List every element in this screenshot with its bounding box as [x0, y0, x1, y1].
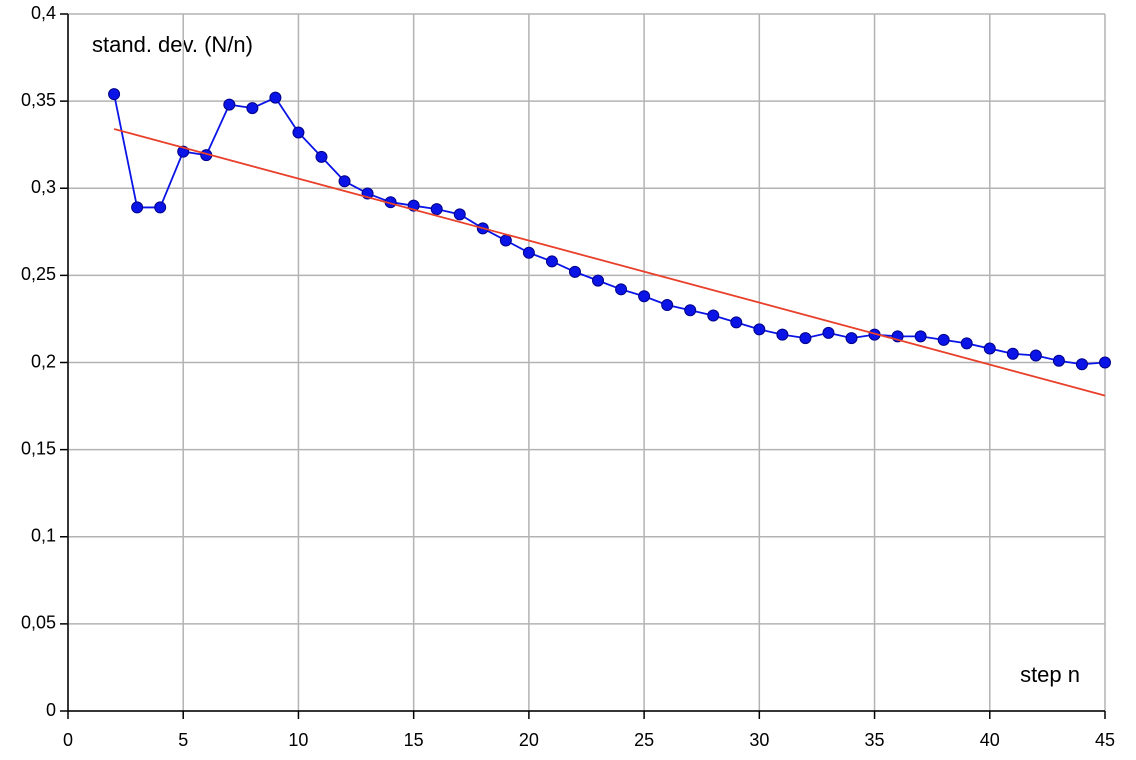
data-point — [684, 304, 697, 317]
x-tick-label: 15 — [404, 730, 424, 750]
y-tick-label: 0,35 — [21, 90, 56, 110]
data-point — [292, 126, 305, 139]
data-point — [937, 333, 950, 346]
data-point — [499, 234, 512, 247]
data-point — [1029, 349, 1042, 362]
data-point — [1052, 354, 1065, 367]
data-point — [960, 337, 973, 350]
data-point — [730, 316, 743, 329]
data-point — [269, 91, 282, 104]
y-tick-label: 0,05 — [21, 613, 56, 633]
data-point — [223, 98, 236, 111]
data-point — [799, 332, 812, 345]
series-line — [113, 128, 1106, 397]
y-axis-label: stand. dev. (N/n) — [92, 32, 253, 57]
data-point — [615, 283, 628, 296]
data-point — [545, 255, 558, 268]
data-point — [822, 326, 835, 339]
y-tick-label: 0 — [46, 700, 56, 720]
data-point — [638, 290, 651, 303]
y-tick-label: 0,1 — [31, 526, 56, 546]
x-tick-label: 10 — [288, 730, 308, 750]
data-point — [338, 175, 351, 188]
data-point — [246, 102, 259, 115]
x-tick-label: 45 — [1095, 730, 1115, 750]
x-tick-label: 0 — [63, 730, 73, 750]
y-tick-label: 0,25 — [21, 264, 56, 284]
x-tick-label: 5 — [178, 730, 188, 750]
data-point — [522, 246, 535, 259]
data-point — [108, 88, 121, 101]
data-point — [568, 265, 581, 278]
data-point — [983, 342, 996, 355]
data-point — [131, 201, 144, 214]
data-point — [430, 203, 443, 216]
data-point — [753, 323, 766, 336]
y-tick-label: 0,2 — [31, 351, 56, 371]
x-tick-label: 35 — [865, 730, 885, 750]
y-tick-label: 0,3 — [31, 177, 56, 197]
x-tick-label: 30 — [749, 730, 769, 750]
data-point — [453, 208, 466, 221]
x-tick-label: 25 — [634, 730, 654, 750]
y-tick-label: 0,4 — [31, 3, 56, 23]
series-line — [113, 93, 1106, 366]
x-tick-label: 40 — [980, 730, 1000, 750]
data-point — [1006, 347, 1019, 360]
data-point — [914, 330, 927, 343]
x-tick-label: 20 — [519, 730, 539, 750]
data-point — [1099, 356, 1111, 369]
x-axis-label: step n — [1020, 662, 1080, 687]
data-point — [707, 309, 720, 322]
data-point — [1075, 358, 1088, 371]
data-point — [661, 298, 674, 311]
data-point — [592, 274, 605, 287]
y-tick-label: 0,15 — [21, 438, 56, 458]
data-point — [776, 328, 789, 341]
data-point — [154, 201, 167, 214]
data-point — [315, 150, 328, 163]
data-point — [845, 332, 858, 345]
